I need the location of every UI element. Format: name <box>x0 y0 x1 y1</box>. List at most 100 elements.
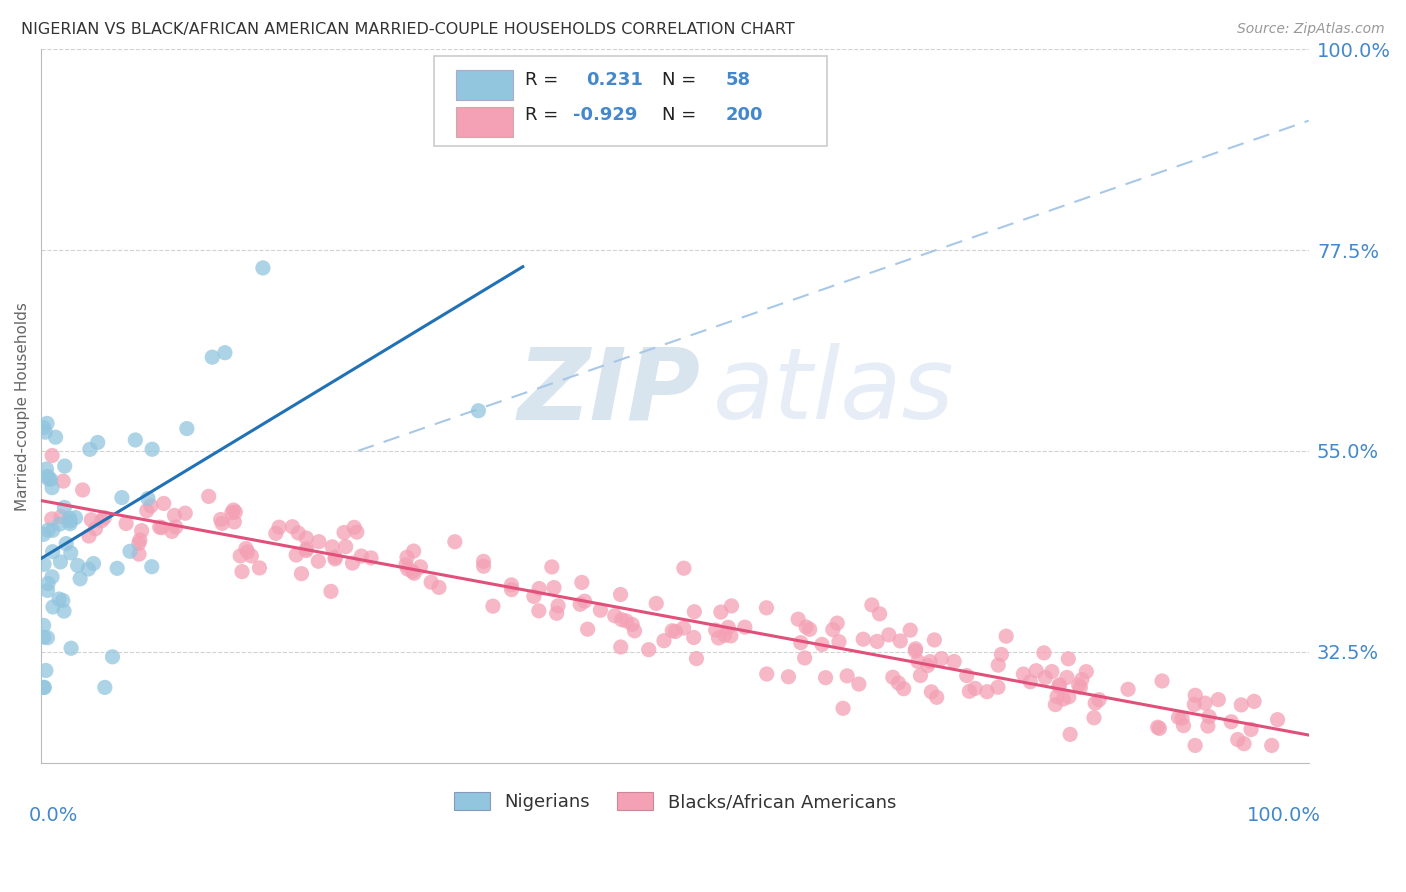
Blacks/African Americans <box>160 524 183 539</box>
Blacks/African Americans <box>893 681 915 696</box>
Blacks/African Americans <box>174 506 197 520</box>
Nigerians <box>35 462 58 476</box>
Nigerians <box>94 681 117 695</box>
Blacks/African Americans <box>290 566 312 581</box>
Blacks/African Americans <box>1047 679 1070 693</box>
Blacks/African Americans <box>987 680 1010 694</box>
Nigerians <box>41 570 63 584</box>
Blacks/African Americans <box>571 575 593 590</box>
Blacks/African Americans <box>267 520 290 534</box>
Nigerians <box>176 421 198 435</box>
Text: ZIP: ZIP <box>517 343 700 441</box>
Blacks/African Americans <box>852 632 875 647</box>
Blacks/African Americans <box>152 496 174 510</box>
Blacks/African Americans <box>1057 690 1080 704</box>
Nigerians <box>66 558 89 573</box>
Text: NIGERIAN VS BLACK/AFRICAN AMERICAN MARRIED-COUPLE HOUSEHOLDS CORRELATION CHART: NIGERIAN VS BLACK/AFRICAN AMERICAN MARRI… <box>21 22 794 37</box>
Text: Source: ZipAtlas.com: Source: ZipAtlas.com <box>1237 22 1385 37</box>
Nigerians <box>52 593 75 607</box>
Blacks/African Americans <box>898 623 921 637</box>
Blacks/African Americans <box>848 677 870 691</box>
Blacks/African Americans <box>115 516 138 531</box>
Blacks/African Americans <box>877 628 900 642</box>
Nigerians <box>37 631 59 645</box>
Blacks/African Americans <box>793 651 815 665</box>
Blacks/African Americans <box>866 634 889 648</box>
Blacks/African Americans <box>427 581 450 595</box>
Blacks/African Americans <box>501 582 523 597</box>
Blacks/African Americans <box>887 676 910 690</box>
Blacks/African Americans <box>1230 698 1253 712</box>
Blacks/African Americans <box>90 514 112 528</box>
Blacks/African Americans <box>285 548 308 562</box>
Nigerians <box>59 514 82 528</box>
Blacks/African Americans <box>395 558 418 572</box>
Blacks/African Americans <box>987 658 1010 673</box>
Text: -0.929: -0.929 <box>574 106 638 124</box>
Blacks/African Americans <box>860 598 883 612</box>
Blacks/African Americans <box>1046 690 1069 704</box>
Blacks/African Americans <box>1150 673 1173 688</box>
Y-axis label: Married-couple Households: Married-couple Households <box>15 301 30 511</box>
Blacks/African Americans <box>444 534 467 549</box>
Blacks/African Americans <box>77 529 100 543</box>
Nigerians <box>38 472 60 486</box>
Blacks/African Americans <box>907 654 929 668</box>
Blacks/African Americans <box>139 499 162 513</box>
Blacks/African Americans <box>1056 670 1078 684</box>
Blacks/African Americans <box>307 554 329 568</box>
Nigerians <box>35 417 58 431</box>
Blacks/African Americans <box>1076 665 1098 679</box>
Blacks/African Americans <box>221 506 243 520</box>
Blacks/African Americans <box>832 701 855 715</box>
Blacks/African Americans <box>652 633 675 648</box>
Blacks/African Americans <box>231 565 253 579</box>
Nigerians <box>37 583 59 598</box>
Blacks/African Americans <box>1049 678 1071 692</box>
Blacks/African Americans <box>645 596 668 610</box>
Blacks/African Americans <box>1057 652 1080 666</box>
Bar <box>456 107 513 137</box>
Blacks/African Americans <box>811 637 834 651</box>
Text: 0.231: 0.231 <box>586 71 643 89</box>
Nigerians <box>37 469 59 483</box>
Blacks/African Americans <box>1116 682 1139 697</box>
Nigerians <box>48 592 70 607</box>
Blacks/African Americans <box>333 525 356 540</box>
Blacks/African Americans <box>918 655 941 669</box>
Blacks/African Americans <box>409 559 432 574</box>
Blacks/African Americans <box>546 607 568 621</box>
Blacks/African Americans <box>904 641 927 656</box>
Blacks/African Americans <box>995 629 1018 643</box>
Nigerians <box>105 561 128 575</box>
Blacks/African Americans <box>343 520 366 534</box>
Blacks/African Americans <box>576 622 599 636</box>
Nigerians <box>37 576 59 591</box>
Nigerians <box>111 491 134 505</box>
Blacks/African Americans <box>837 669 859 683</box>
Nigerians <box>60 641 83 656</box>
Blacks/African Americans <box>589 603 612 617</box>
Blacks/African Americans <box>1019 674 1042 689</box>
Blacks/African Americans <box>1033 671 1056 685</box>
Blacks/African Americans <box>360 550 382 565</box>
Nigerians <box>77 562 100 576</box>
Text: N =: N = <box>662 106 696 124</box>
Blacks/African Americans <box>869 607 891 621</box>
Blacks/African Americans <box>778 670 800 684</box>
Text: R =: R = <box>526 106 564 124</box>
Blacks/African Americans <box>1233 737 1256 751</box>
Blacks/African Americans <box>1194 696 1216 710</box>
Blacks/African Americans <box>682 631 704 645</box>
Nigerians <box>41 481 63 495</box>
Text: 0.0%: 0.0% <box>28 806 77 825</box>
Blacks/African Americans <box>569 597 592 611</box>
Blacks/African Americans <box>404 566 426 581</box>
Blacks/African Americans <box>52 474 75 488</box>
Blacks/African Americans <box>321 540 343 554</box>
Blacks/African Americans <box>1052 692 1074 706</box>
Nigerians <box>32 630 55 644</box>
Blacks/African Americans <box>395 550 418 565</box>
Nigerians <box>252 260 274 275</box>
Blacks/African Americans <box>821 623 844 637</box>
